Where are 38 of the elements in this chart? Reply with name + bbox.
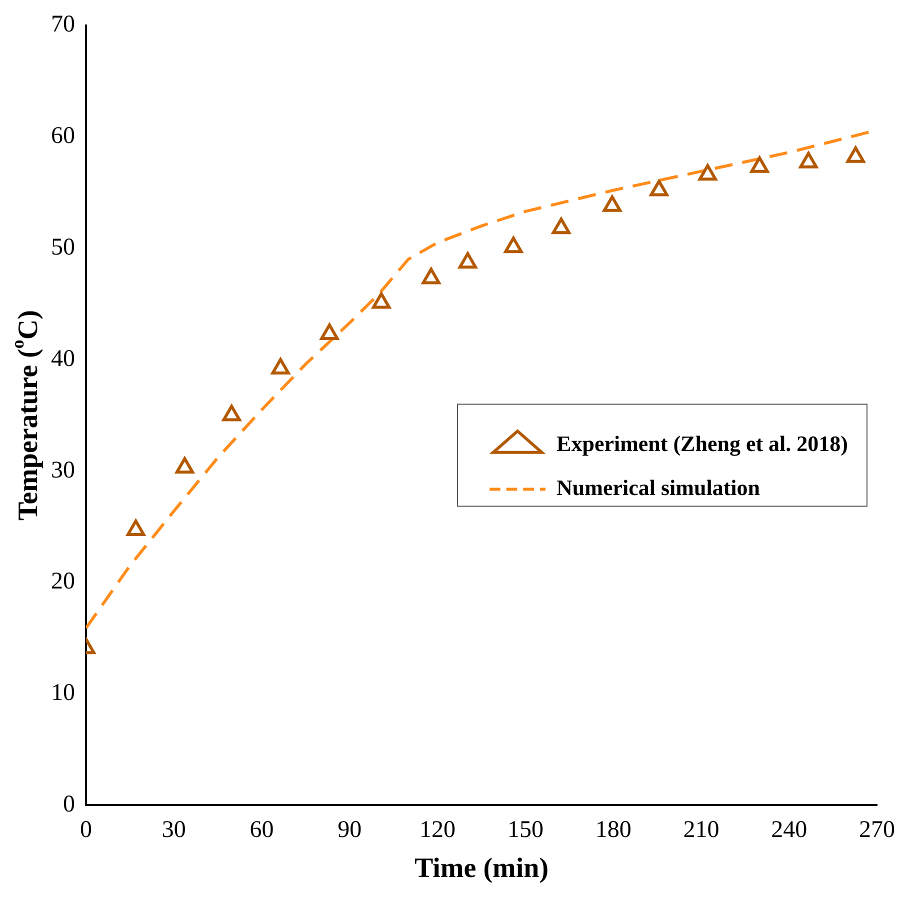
y-tick-label: 60 [51,123,75,150]
legend-label: Experiment (Zheng et al. 2018) [556,430,848,456]
x-tick-label: 30 [162,816,186,843]
y-tick-label: 70 [51,12,75,38]
x-tick-label: 120 [420,816,456,843]
y-tick-label: 20 [51,568,75,595]
point [372,292,391,309]
point [602,195,622,212]
y-tick-label: 40 [51,346,75,372]
point [504,236,523,254]
x-tick-label: 180 [595,816,632,843]
point [126,520,146,536]
point [750,156,769,173]
legend-label: Numerical simulation [556,474,760,500]
x-tick-label: 60 [250,816,274,843]
point [698,164,717,181]
point [271,358,290,375]
y-tick-label: 10 [51,680,75,706]
point [799,152,818,168]
point [320,323,339,340]
x-tick-label: 150 [507,816,544,843]
x-tick-label: 210 [683,816,720,843]
x-tick-label: 0 [80,816,92,843]
point [552,218,570,234]
x-axis-title: Time (min) [414,853,549,884]
y-tick-label: 50 [51,234,75,260]
point [650,180,668,196]
point [458,252,478,269]
point [175,457,194,474]
x-tick-label: 240 [771,816,808,843]
x-tick-label: 90 [338,816,362,843]
point [846,146,865,163]
x-tick-label: 270 [859,816,895,843]
y-axis-title: Temperature (oC) [7,310,44,520]
y-tick-label: 30 [51,457,75,484]
point [222,404,241,422]
point [422,268,440,284]
y-tick-label: 0 [63,791,75,818]
